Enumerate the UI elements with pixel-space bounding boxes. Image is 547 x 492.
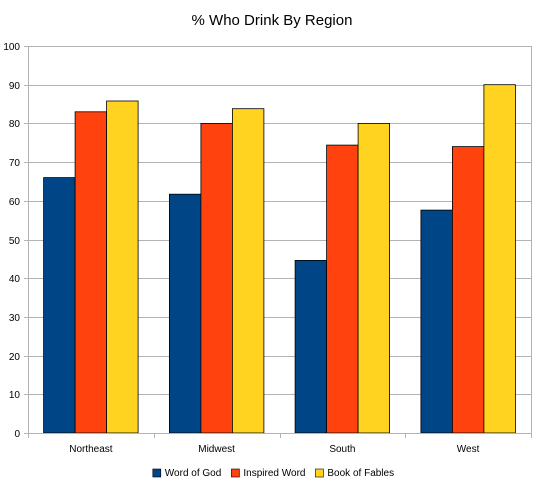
bar <box>200 123 233 434</box>
y-tick-label: 20 <box>9 352 21 363</box>
y-tick-labels: 0 10 20 30 40 50 60 70 80 90 100 <box>3 42 20 440</box>
bar <box>74 111 107 434</box>
y-tick-label: 60 <box>9 197 21 208</box>
bar <box>483 84 516 434</box>
y-tick-label: 70 <box>9 158 21 169</box>
y-tick-label: 100 <box>3 42 20 53</box>
legend-swatch <box>231 468 240 478</box>
y-tick-label: 50 <box>9 236 21 247</box>
legend-item: Book of Fables <box>315 468 394 479</box>
legend-swatch <box>152 468 162 478</box>
bar <box>357 123 391 434</box>
x-tick-label: Northeast <box>69 444 113 455</box>
legend: Word of God Inspired Word Book of Fables <box>152 468 394 479</box>
x-tick-label: West <box>457 444 480 455</box>
y-tick-label: 10 <box>9 390 21 401</box>
x-tick-label: Midwest <box>198 444 235 455</box>
bar <box>43 177 76 434</box>
legend-item: Inspired Word <box>231 468 305 479</box>
bar <box>294 259 328 434</box>
legend-label: Book of Fables <box>327 468 394 479</box>
bar <box>231 108 265 434</box>
legend-label: Inspired Word <box>243 468 305 479</box>
y-tick-label: 0 <box>14 429 20 440</box>
bar <box>326 144 359 434</box>
legend-label: Word of God <box>165 468 222 479</box>
bar <box>168 193 202 434</box>
y-tick-label: 30 <box>9 313 21 324</box>
bar <box>420 209 453 434</box>
x-tick-labels: Northeast Midwest South West <box>69 444 479 455</box>
bars <box>43 84 516 434</box>
axes <box>24 46 532 438</box>
legend-swatch <box>315 468 324 478</box>
bar <box>106 100 139 434</box>
chart-title: % Who Drink By Region <box>192 12 353 29</box>
y-tick-label: 40 <box>9 274 21 285</box>
y-tick-label: 80 <box>9 119 21 130</box>
x-tick-label: South <box>329 444 355 455</box>
y-tick-label: 90 <box>9 81 21 92</box>
bar <box>451 146 485 434</box>
legend-item: Word of God <box>152 468 222 479</box>
